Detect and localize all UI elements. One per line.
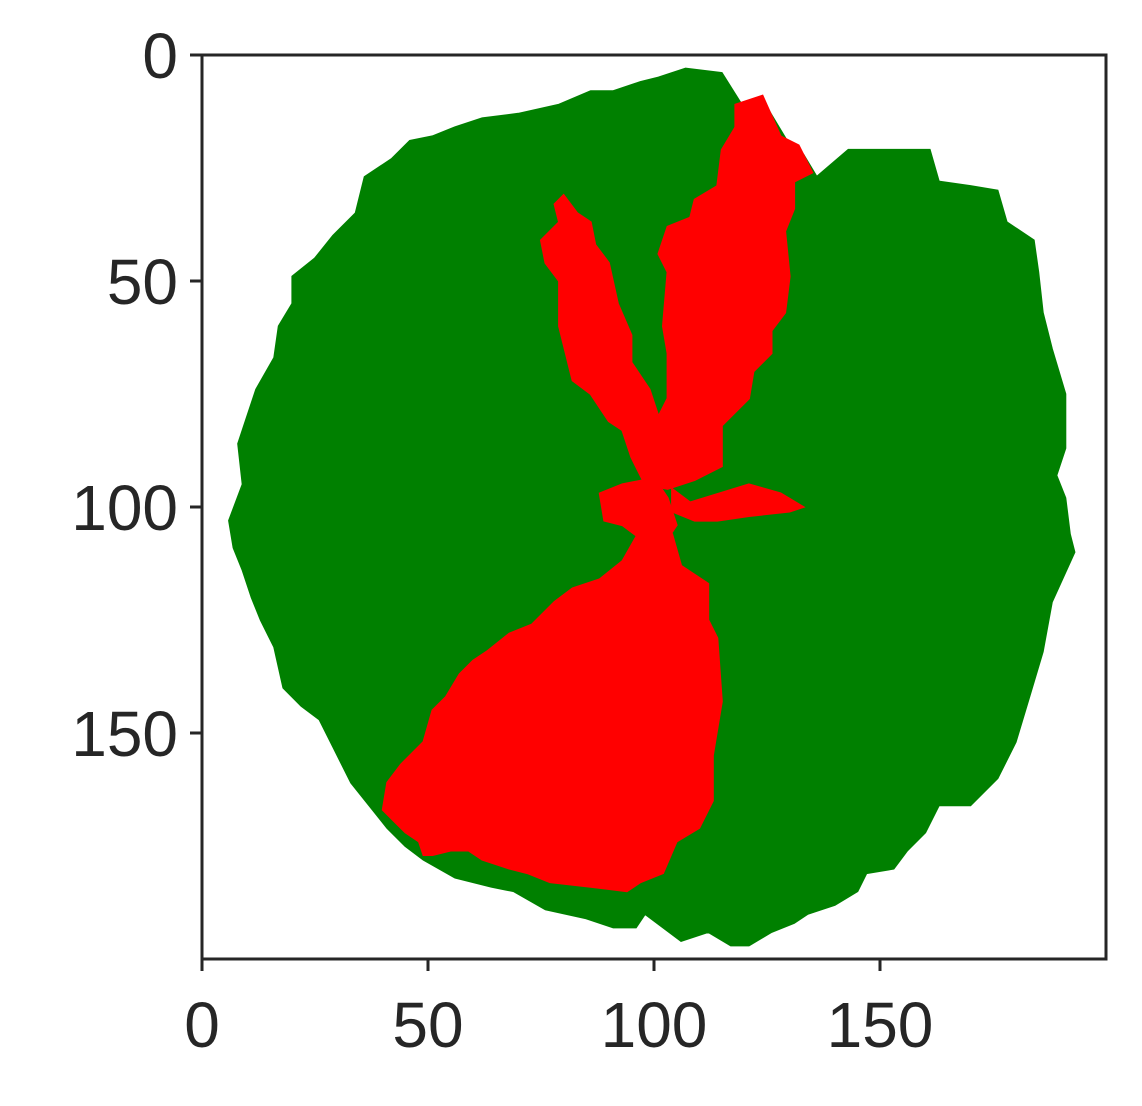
- x-tick-label: 50: [392, 989, 463, 1061]
- x-tick-label: 100: [601, 989, 708, 1061]
- x-tick-label: 150: [827, 989, 934, 1061]
- y-tick-label: 0: [142, 20, 178, 92]
- y-tick-label: 150: [71, 698, 178, 770]
- plot-area: [228, 67, 1076, 947]
- y-tick-label: 100: [71, 472, 178, 544]
- x-axis: 0 50 100 150: [184, 959, 933, 1061]
- red-region-4: [381, 528, 723, 893]
- red-region-1: [539, 94, 814, 490]
- red-region-2: [671, 483, 806, 522]
- y-tick-label: 50: [107, 246, 178, 318]
- y-axis: 0 50 100 150: [71, 20, 202, 770]
- red-region-3: [598, 478, 678, 540]
- x-tick-label: 0: [184, 989, 220, 1061]
